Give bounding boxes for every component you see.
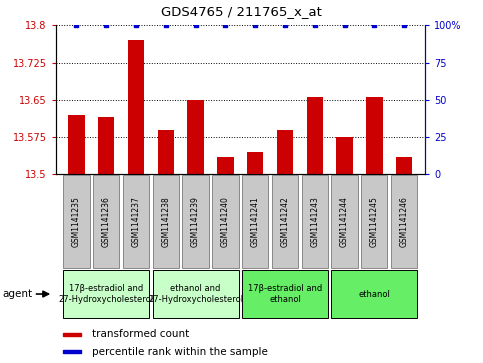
Point (311, 23, 319, 28)
Text: GSM1141237: GSM1141237 (131, 196, 141, 247)
FancyBboxPatch shape (331, 175, 358, 268)
Point (132, 23, 140, 28)
Bar (63, 333, 81, 336)
FancyBboxPatch shape (331, 270, 417, 318)
Text: ethanol and
27-Hydroxycholesterol: ethanol and 27-Hydroxycholesterol (148, 284, 243, 304)
FancyBboxPatch shape (123, 175, 149, 268)
Bar (307, 97, 323, 174)
Point (400, 23, 408, 28)
FancyBboxPatch shape (302, 175, 328, 268)
Text: GSM1141240: GSM1141240 (221, 196, 230, 247)
FancyBboxPatch shape (153, 175, 179, 268)
FancyBboxPatch shape (183, 175, 209, 268)
Bar (187, 100, 204, 174)
Text: GDS4765 / 211765_x_at: GDS4765 / 211765_x_at (161, 5, 322, 19)
FancyBboxPatch shape (242, 270, 328, 318)
Text: GSM1141242: GSM1141242 (281, 196, 289, 247)
FancyBboxPatch shape (361, 175, 387, 268)
Text: 17β-estradiol and
ethanol: 17β-estradiol and ethanol (248, 284, 322, 304)
Text: GSM1141236: GSM1141236 (102, 196, 111, 247)
Bar (247, 152, 263, 174)
Point (222, 23, 229, 28)
Bar (277, 130, 293, 174)
Text: GSM1141238: GSM1141238 (161, 196, 170, 247)
Text: GSM1141239: GSM1141239 (191, 196, 200, 247)
Text: GSM1141243: GSM1141243 (310, 196, 319, 247)
Point (251, 23, 259, 28)
Point (162, 23, 170, 28)
FancyBboxPatch shape (242, 175, 268, 268)
Bar (63, 350, 81, 354)
FancyBboxPatch shape (213, 175, 239, 268)
Text: percentile rank within the sample: percentile rank within the sample (92, 347, 268, 357)
FancyBboxPatch shape (93, 175, 119, 268)
Bar (366, 97, 383, 174)
Bar (396, 157, 412, 174)
Bar (336, 137, 353, 174)
Text: GSM1141235: GSM1141235 (72, 196, 81, 247)
Point (102, 23, 110, 28)
Text: 17β-estradiol and
27-Hydroxycholesterol: 17β-estradiol and 27-Hydroxycholesterol (58, 284, 154, 304)
Text: GSM1141241: GSM1141241 (251, 196, 260, 247)
Text: ethanol: ethanol (358, 290, 390, 298)
Text: GSM1141244: GSM1141244 (340, 196, 349, 247)
Point (72, 23, 80, 28)
Text: GSM1141246: GSM1141246 (399, 196, 409, 247)
Bar (157, 130, 174, 174)
Text: transformed count: transformed count (92, 329, 189, 339)
FancyBboxPatch shape (272, 175, 298, 268)
FancyBboxPatch shape (391, 175, 417, 268)
Point (281, 23, 289, 28)
Point (370, 23, 378, 28)
Bar (98, 117, 114, 174)
FancyBboxPatch shape (63, 270, 149, 318)
Bar (217, 157, 234, 174)
Text: GSM1141245: GSM1141245 (370, 196, 379, 247)
FancyBboxPatch shape (153, 270, 239, 318)
FancyBboxPatch shape (63, 175, 89, 268)
Point (192, 23, 199, 28)
Point (341, 23, 348, 28)
Bar (68, 115, 85, 174)
Bar (128, 40, 144, 174)
Text: agent: agent (2, 289, 32, 299)
